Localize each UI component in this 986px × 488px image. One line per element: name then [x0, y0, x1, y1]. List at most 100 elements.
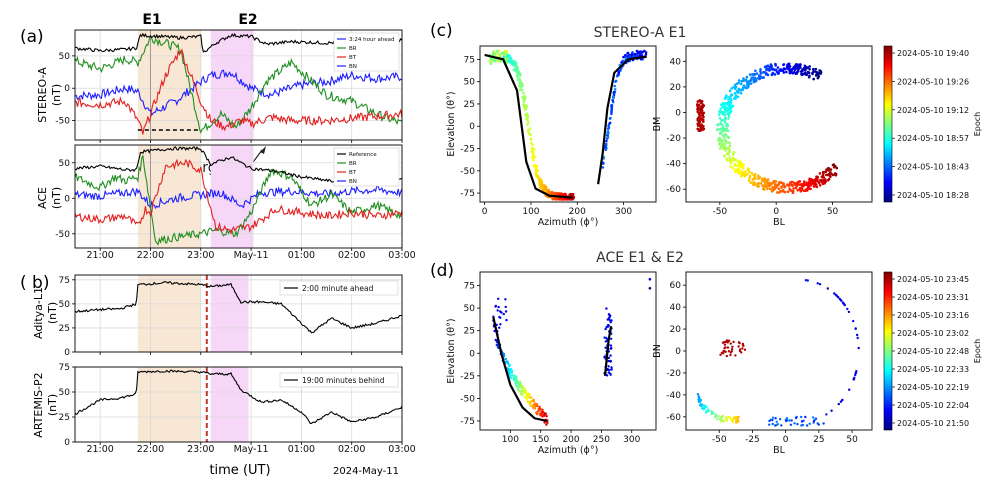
data-point: [607, 371, 610, 374]
data-point: [798, 180, 802, 183]
x-tick-label: 200: [569, 207, 586, 217]
data-point: [718, 110, 722, 113]
data-point: [741, 342, 745, 346]
data-point: [515, 70, 518, 73]
data-point: [518, 82, 522, 85]
data-point: [766, 178, 770, 181]
data-point: [529, 404, 532, 408]
data-point: [724, 106, 728, 109]
data-point: [725, 418, 728, 422]
data-point: [496, 59, 500, 63]
data-point: [798, 186, 802, 190]
data-point: [742, 344, 745, 347]
y-tick-label: 0: [469, 122, 475, 132]
legend: 19:00 minutes behind: [279, 372, 399, 388]
data-point: [748, 73, 752, 76]
data-point: [539, 414, 542, 417]
data-point: [788, 419, 791, 422]
data-point: [817, 423, 820, 426]
y-tick-label: 60: [670, 281, 682, 291]
data-point: [792, 187, 795, 190]
data-point: [545, 415, 548, 418]
data-point: [644, 53, 648, 56]
panel-stereo: -50 0 50 3:24 hour ahead BR BT BN: [55, 29, 403, 143]
legend-label: 2:00 minute ahead: [302, 284, 374, 293]
data-point: [718, 147, 722, 150]
data-point: [604, 146, 607, 149]
data-point: [852, 319, 855, 323]
data-point: [541, 410, 545, 414]
data-point: [498, 326, 501, 329]
colorbar-tick-label: 2024-05-10 19:12: [897, 106, 969, 115]
data-point: [710, 412, 713, 416]
data-point: [512, 68, 516, 71]
data-point: [765, 72, 768, 75]
data-point: [616, 73, 620, 77]
data-point: [737, 345, 740, 348]
data-point: [510, 59, 514, 63]
data-point: [749, 79, 753, 82]
data-point: [732, 85, 735, 89]
data-point: [720, 415, 723, 418]
y-tick-label: 50: [59, 159, 71, 169]
data-point: [637, 50, 640, 54]
legend-label: 19:00 minutes behind: [302, 376, 385, 385]
data-point: [795, 181, 799, 185]
data-point: [783, 190, 787, 194]
data-point: [742, 163, 745, 166]
data-point: [632, 54, 636, 58]
time-tick-label: 02:00: [338, 250, 365, 261]
y-tick-label: 0: [675, 347, 681, 357]
data-point: [754, 69, 757, 73]
data-point: [494, 305, 497, 308]
data-point: [789, 423, 793, 426]
data-point: [788, 181, 792, 184]
data-point: [780, 181, 784, 185]
data-point: [808, 74, 811, 77]
data-point: [605, 307, 608, 310]
data-point: [748, 174, 752, 178]
data-point: [526, 128, 530, 132]
data-point: [816, 175, 819, 179]
data-point: [521, 95, 524, 99]
data-point: [805, 189, 809, 192]
ylabel-artemis: ARTEMIS-P2 (nT): [32, 372, 59, 437]
data-point: [505, 50, 509, 53]
plot-frame: [479, 45, 657, 203]
data-point: [540, 183, 543, 187]
y-tick-label: 25: [464, 100, 475, 110]
data-point: [853, 376, 856, 379]
data-point: [604, 142, 608, 146]
data-point: [725, 354, 728, 358]
colorbar-tick-label: 2024-05-10 23:16: [897, 311, 969, 320]
y-tick-label: 0: [64, 194, 70, 204]
y-tick-label: 25: [59, 413, 70, 423]
data-point: [714, 416, 717, 419]
legend-box: [279, 372, 399, 388]
data-point: [726, 122, 729, 126]
data-point: [718, 418, 722, 421]
data-point: [733, 162, 737, 166]
data-point: [777, 181, 781, 184]
data-point: [809, 181, 812, 184]
panel-label-b: ( b): [20, 273, 49, 293]
data-point: [717, 113, 721, 116]
data-point: [492, 50, 496, 53]
data-point: [763, 178, 767, 181]
data-point: [786, 190, 790, 194]
data-point: [521, 391, 524, 394]
data-point: [544, 185, 548, 189]
data-point: [800, 420, 804, 423]
data-point: [744, 86, 747, 89]
data-point: [748, 176, 751, 180]
panel-frame: [74, 144, 403, 249]
data-point: [728, 89, 732, 93]
data-point: [763, 65, 767, 69]
data-point: [800, 188, 804, 192]
data-point: [520, 385, 523, 388]
colorbar-tick-label: 2024-05-10 22:19: [897, 383, 969, 392]
data-point: [604, 346, 607, 349]
data-point: [530, 141, 533, 145]
data-point: [723, 138, 727, 142]
data-point: [727, 114, 731, 118]
